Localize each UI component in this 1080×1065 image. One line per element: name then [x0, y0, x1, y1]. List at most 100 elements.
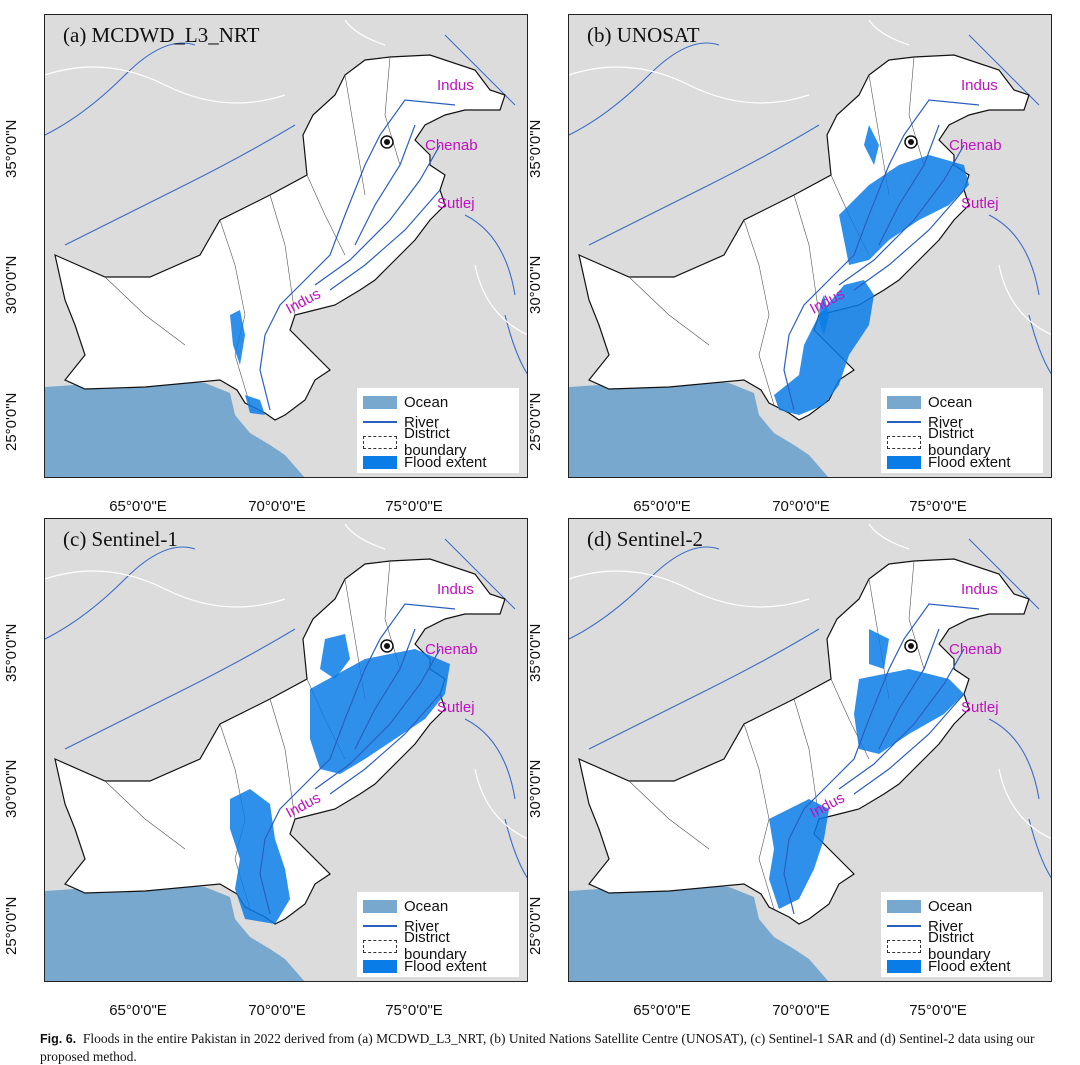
map-frame: (b) UNOSAT Indus Chenab Sutlej Indus Oce… [568, 14, 1052, 478]
country-borders [569, 19, 1051, 336]
indus-river [259, 99, 456, 411]
river-label-indus-north: Indus [437, 77, 474, 94]
lat-label-30: 30°0'0"N [527, 255, 544, 314]
flood-patch [839, 155, 969, 265]
chenab-river [314, 144, 441, 286]
country-borders [45, 19, 527, 336]
map-frame: (d) Sentinel-2 Indus Chenab Sutlej Indus… [568, 518, 1052, 982]
river-label-chenab: Chenab [425, 137, 478, 154]
chenab-river [838, 144, 965, 286]
lon-label-75: 75°0'0"E [385, 498, 443, 515]
map-svg [569, 19, 1051, 477]
legend-flood-label: Flood extent [404, 957, 487, 975]
legend-ocean-label: Ocean [404, 897, 449, 915]
lat-label-25: 25°0'0"N [3, 392, 20, 451]
lon-label-65: 65°0'0"E [633, 1002, 691, 1019]
river-label-indus-north: Indus [437, 581, 474, 598]
river-swatch [887, 925, 921, 927]
lon-label-65: 65°0'0"E [109, 1002, 167, 1019]
map-panel-a: (a) MCDWD_L3_NRT Indus Chenab Sutlej Ind… [0, 14, 530, 519]
river-label-sutlej: Sutlej [437, 699, 475, 716]
legend-district-label: District boundary [928, 929, 991, 963]
sutlej-river [853, 693, 965, 795]
legend-river-label: River [928, 917, 964, 935]
legend-district: District boundary [363, 425, 513, 459]
legend-ocean: Ocean [363, 896, 513, 916]
legend-district: District boundary [887, 929, 1037, 963]
legend: Ocean River District boundary Flood exte… [881, 892, 1043, 977]
chenab-river [314, 648, 441, 790]
lat-label-30: 30°0'0"N [527, 759, 544, 818]
caption-text: Floods in the entire Pakistan in 2022 de… [40, 1031, 1035, 1064]
ocean-area [569, 885, 829, 981]
panel-title: (d) Sentinel-2 [587, 527, 704, 551]
flood-swatch [887, 959, 921, 973]
ocean-swatch [887, 899, 921, 913]
legend-ocean-label: Ocean [404, 393, 449, 411]
lon-label-70: 70°0'0"E [772, 498, 830, 515]
flood-extent [230, 310, 265, 415]
sutlej-river [329, 693, 441, 795]
map-panel-c: (c) Sentinel-1 Indus Chenab Sutlej Indus… [0, 518, 530, 1023]
rivers [783, 603, 980, 915]
jhelum-river [354, 124, 416, 246]
legend-river-label: River [404, 917, 440, 935]
legend-flood: Flood extent [887, 452, 1037, 472]
ocean-swatch [363, 395, 397, 409]
legend-district: District boundary [363, 929, 513, 963]
location-marker-icon [380, 639, 394, 653]
flood-patch [245, 395, 265, 415]
indus-river [783, 603, 980, 915]
country-shape [578, 54, 1030, 421]
flood-patch [869, 629, 889, 669]
legend-district-label: District boundary [404, 929, 467, 963]
country-shape [54, 54, 506, 421]
district-swatch [363, 435, 397, 449]
flood-patch [774, 280, 874, 415]
legend-ocean: Ocean [887, 392, 1037, 412]
flood-swatch [363, 959, 397, 973]
lon-label-70: 70°0'0"E [248, 498, 306, 515]
river-label-chenab: Chenab [949, 137, 1002, 154]
location-marker-icon [904, 135, 918, 149]
legend: Ocean River District boundary Flood exte… [357, 892, 519, 977]
figure-caption: Fig. 6. Floods in the entire Pakistan in… [40, 1030, 1070, 1065]
map-frame: (a) MCDWD_L3_NRT Indus Chenab Sutlej Ind… [44, 14, 528, 478]
legend-flood: Flood extent [363, 452, 513, 472]
flood-swatch [363, 455, 397, 469]
legend-ocean: Ocean [363, 392, 513, 412]
map-svg [45, 523, 527, 981]
flood-patch [854, 669, 964, 754]
map-svg [45, 19, 527, 477]
legend-river: River [363, 916, 513, 936]
flood-patch [230, 789, 290, 924]
lon-label-75: 75°0'0"E [909, 498, 967, 515]
lat-label-35: 35°0'0"N [3, 119, 20, 178]
location-marker-icon [380, 135, 394, 149]
river-label-sutlej: Sutlej [961, 195, 999, 212]
jhelum-river [878, 124, 940, 246]
jhelum-river [354, 628, 416, 750]
legend-flood: Flood extent [887, 956, 1037, 976]
outer-rivers [569, 34, 1051, 375]
river-swatch [363, 421, 397, 423]
flood-patch [769, 799, 829, 909]
panel-title: (a) MCDWD_L3_NRT [63, 23, 260, 47]
legend-river-label: River [404, 413, 440, 431]
lat-label-35: 35°0'0"N [3, 623, 20, 682]
district-swatch [887, 939, 921, 953]
ocean-swatch [887, 395, 921, 409]
lon-label-65: 65°0'0"E [109, 498, 167, 515]
legend-flood-label: Flood extent [928, 957, 1011, 975]
lat-label-25: 25°0'0"N [527, 392, 544, 451]
flood-patch [864, 125, 879, 165]
indus-river [259, 603, 456, 915]
river-label-sutlej: Sutlej [437, 195, 475, 212]
legend: Ocean River District boundary Flood exte… [357, 388, 519, 473]
river-swatch [363, 925, 397, 927]
legend-river-label: River [928, 413, 964, 431]
lat-label-35: 35°0'0"N [527, 623, 544, 682]
lat-label-35: 35°0'0"N [527, 119, 544, 178]
legend-ocean: Ocean [887, 896, 1037, 916]
lon-label-70: 70°0'0"E [248, 1002, 306, 1019]
